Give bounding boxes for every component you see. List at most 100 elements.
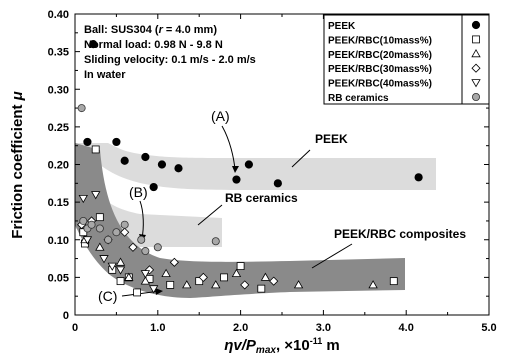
point-peek-rbc-40mass xyxy=(140,270,151,279)
legend-marker xyxy=(471,79,481,88)
point-peek-rbc-40mass xyxy=(115,266,126,275)
point-peek-rbc-40mass xyxy=(78,194,88,204)
point-peek xyxy=(149,182,158,192)
point-peek-rbc-10mass xyxy=(236,262,245,270)
y-tick-label: 0 xyxy=(63,310,69,322)
point-peek-rbc-40mass xyxy=(82,236,93,245)
point-rb-ceramics xyxy=(211,237,220,246)
point-peek-rbc-10mass xyxy=(95,213,104,222)
legend-marker xyxy=(471,48,481,58)
legend-marker xyxy=(472,35,480,44)
point-peek-rbc-10mass xyxy=(220,273,228,282)
composite-band xyxy=(75,143,405,298)
y-axis-label-text: Friction coefficient xyxy=(9,100,26,238)
y-tick-label: 0.25 xyxy=(48,122,69,134)
point-peek-rbc-20mass xyxy=(95,242,105,251)
point-peek-rbc-10mass xyxy=(389,277,398,286)
point-peek xyxy=(232,175,241,184)
point-rb-ceramics xyxy=(137,235,146,244)
point-peek-rbc-30mass xyxy=(120,227,130,237)
point-rb-ceramics xyxy=(153,243,162,252)
callout-c-arrowhead xyxy=(155,288,163,295)
band-layer xyxy=(75,143,436,298)
point-rb-ceramics xyxy=(79,216,88,225)
peek-band xyxy=(75,143,436,190)
x-axis-label-unit: , ×10 xyxy=(276,337,310,354)
y-tick-label: 0.35 xyxy=(48,47,69,59)
y-axis-label: Friction coefficient μ xyxy=(9,91,26,238)
condition-line: In water xyxy=(84,69,126,81)
x-tick-label: 1.0 xyxy=(150,322,165,334)
point-peek-rbc-30mass xyxy=(240,280,250,290)
point-peek-rbc-40mass xyxy=(99,255,109,264)
point-rb-ceramics xyxy=(77,104,86,113)
y-tick-label: 0.05 xyxy=(48,272,69,284)
band-label-rb: RB ceramics xyxy=(225,191,298,205)
point-rb-ceramics xyxy=(112,228,121,237)
legend-marker xyxy=(471,63,481,73)
legend-label: PEEK/RBC(30mass%) xyxy=(328,64,432,75)
y-tick-label: 0.15 xyxy=(48,197,69,209)
band-label-peek-leader xyxy=(291,149,311,168)
point-peek-rbc-30mass xyxy=(169,257,179,267)
callout-c: (C) xyxy=(98,288,117,304)
x-axis-label-main: ηv/P xyxy=(224,337,257,354)
band-label-composite-leader xyxy=(311,243,353,269)
point-peek-rbc-40mass xyxy=(91,191,101,200)
point-peek-rbc-20mass xyxy=(211,280,221,289)
callout-a: (A) xyxy=(211,108,230,124)
point-peek xyxy=(244,160,253,169)
point-peek-rbc-10mass xyxy=(91,145,100,154)
x-tick-label: 5.0 xyxy=(481,322,496,334)
y-axis: 0 0.05 0.10 0.15 0.20 0.25 0.30 0.35 0.40 xyxy=(48,9,489,322)
band-label-rb-leader xyxy=(197,204,223,226)
x-axis-label-tail: m xyxy=(322,337,340,354)
point-peek xyxy=(174,164,183,173)
y-tick-label: 0.20 xyxy=(48,160,69,172)
point-rb-ceramics xyxy=(95,224,104,233)
x-tick-label: 0 xyxy=(72,322,78,334)
point-peek-rbc-10mass xyxy=(257,284,266,293)
legend-marker xyxy=(471,20,481,30)
x-tick-label: 4.0 xyxy=(399,322,414,334)
legend-label: PEEK/RBC(40mass%) xyxy=(328,79,432,90)
x-tick-label: 2.0 xyxy=(233,322,248,334)
point-peek-rbc-20mass xyxy=(231,268,242,278)
point-peek-rbc-40mass xyxy=(148,285,159,294)
callout-b: (B) xyxy=(129,184,148,200)
point-peek-rbc-40mass xyxy=(107,262,117,271)
point-peek-rbc-10mass xyxy=(166,280,175,289)
point-peek-rbc-20mass xyxy=(368,280,378,289)
point-peek-rbc-30mass xyxy=(128,242,138,252)
point-rb-ceramics xyxy=(104,235,113,244)
y-tick-label: 0.40 xyxy=(48,9,69,21)
test-conditions: Ball: SUS304 (r = 4.0 mm) Normal load: 0.… xyxy=(84,24,256,81)
point-peek xyxy=(141,152,150,162)
point-peek-rbc-20mass xyxy=(293,280,304,289)
point-peek-rbc-20mass xyxy=(182,280,192,289)
point-peek-rbc-30mass xyxy=(198,272,208,282)
point-rb-ceramics xyxy=(120,220,129,229)
point-peek-rbc-20mass xyxy=(140,276,151,285)
point-peek xyxy=(414,173,423,182)
legend-label: PEEK/RBC(10mass%) xyxy=(328,35,432,46)
y-tick-label: 0.30 xyxy=(48,84,69,96)
point-peek-rbc-20mass xyxy=(161,268,171,278)
point-peek xyxy=(157,160,167,169)
point-peek-rbc-20mass xyxy=(260,272,271,281)
point-rb-ceramics xyxy=(87,220,96,229)
callout-a-arrowhead xyxy=(232,166,239,173)
legend-marker xyxy=(471,93,480,102)
band-label-composite: PEEK/RBC composites xyxy=(334,227,466,241)
legend-label: PEEK xyxy=(328,21,356,32)
point-peek-rbc-10mass xyxy=(116,277,125,286)
point-peek xyxy=(112,137,121,147)
y-axis-label-symbol: μ xyxy=(9,91,26,101)
condition-line: Sliding velocity: 0.1 m/s - 2.0 m/s xyxy=(84,54,256,66)
x-tick-label: 3.0 xyxy=(316,322,331,334)
point-peek xyxy=(89,40,98,49)
condition-line: Normal load: 0.98 N - 9.8 N xyxy=(84,39,223,51)
point-peek-rbc-20mass xyxy=(124,272,134,281)
point-peek-rbc-30mass xyxy=(269,276,279,286)
